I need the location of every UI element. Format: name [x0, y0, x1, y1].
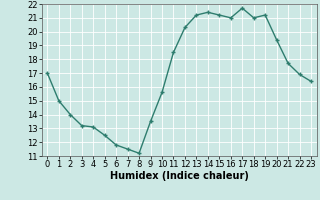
X-axis label: Humidex (Indice chaleur): Humidex (Indice chaleur) [110, 171, 249, 181]
